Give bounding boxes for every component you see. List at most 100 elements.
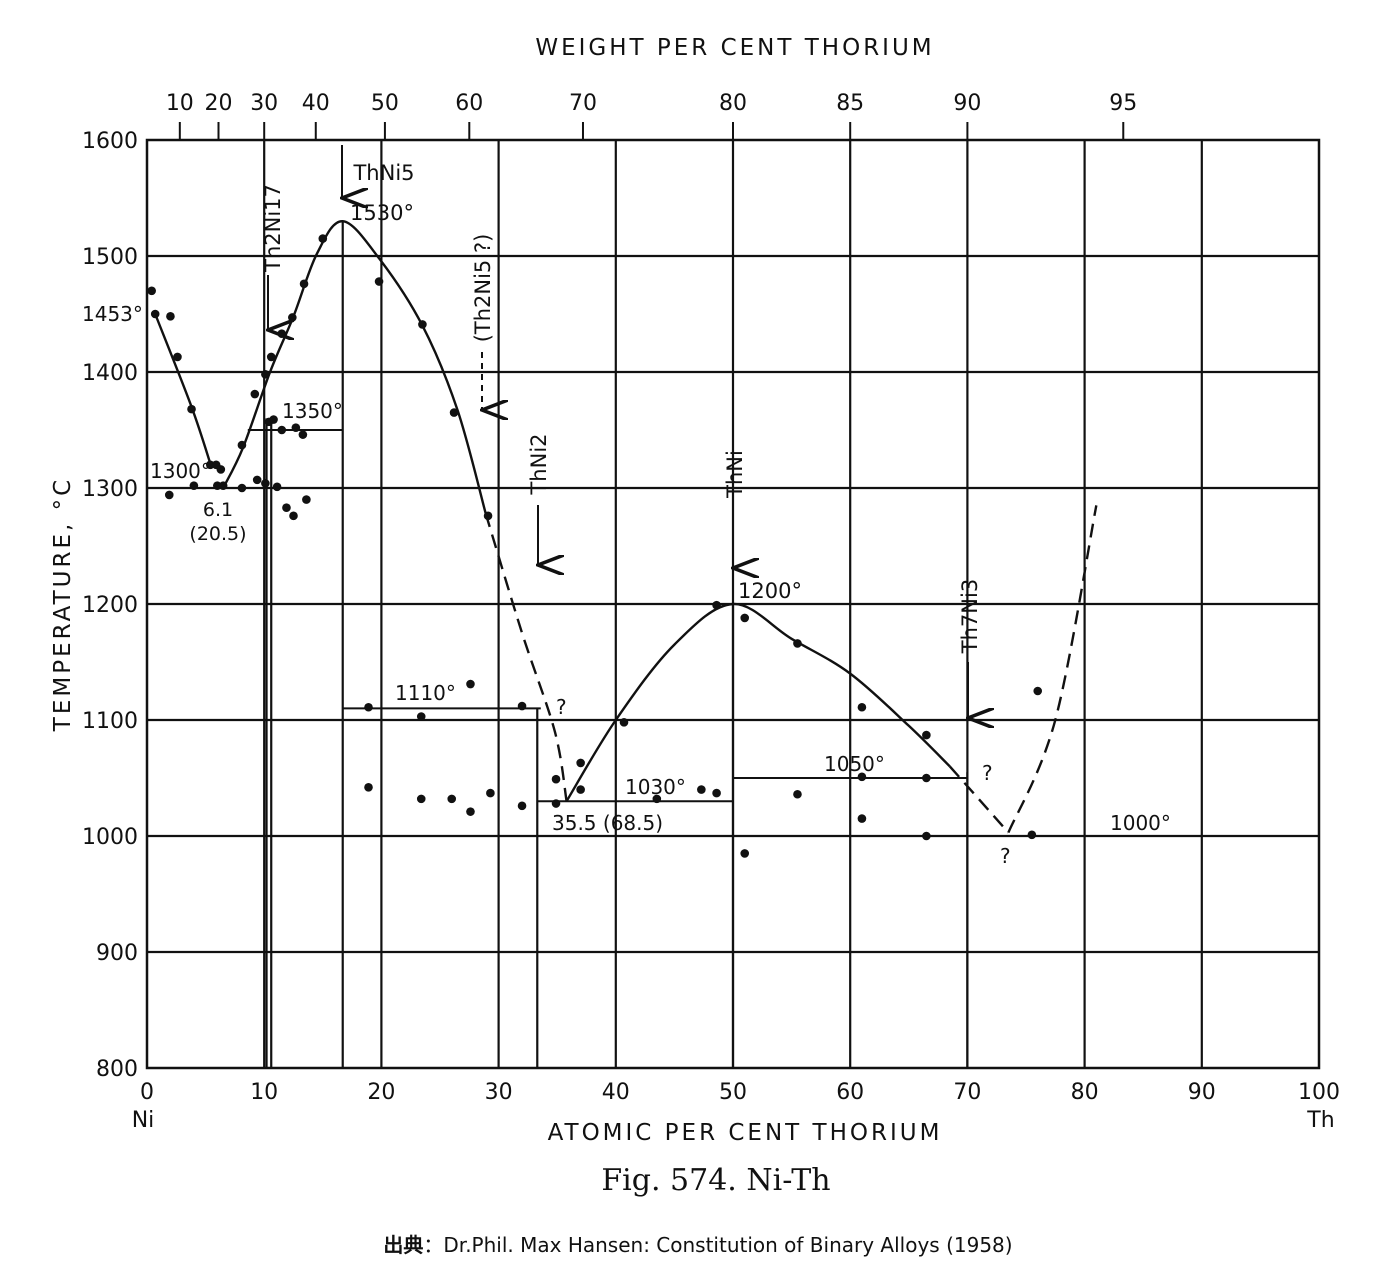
x-axis-ticks: 0 10 20 30 40 50 60 70 80 90 100 bbox=[140, 1080, 1340, 1105]
compound-lines bbox=[265, 221, 969, 1068]
data-point bbox=[793, 639, 802, 648]
x-tick-label: 40 bbox=[602, 1080, 630, 1105]
data-point bbox=[237, 483, 247, 493]
liquidus-curve-dashed bbox=[1007, 505, 1098, 833]
source-citation: 出典：Dr.Phil. Max Hansen: Constitution of … bbox=[383, 1233, 1012, 1257]
annotation-1453: 1453° bbox=[82, 302, 143, 326]
data-point bbox=[261, 479, 270, 488]
data-point bbox=[277, 425, 287, 435]
data-point bbox=[793, 789, 802, 799]
data-point bbox=[418, 320, 427, 329]
weight-tick-label: 85 bbox=[836, 91, 864, 116]
x-tick-label: 50 bbox=[719, 1080, 747, 1105]
weight-tick-label: 70 bbox=[569, 91, 597, 116]
weight-axis-ticks: 10 20 30 40 50 60 70 80 85 90 95 bbox=[166, 91, 1137, 140]
data-point bbox=[374, 277, 384, 286]
data-point bbox=[483, 511, 493, 521]
annotation-1300: 1300° bbox=[150, 459, 211, 483]
annotation-question-3: ? bbox=[1000, 844, 1011, 868]
data-point bbox=[218, 481, 228, 490]
annotation-1530: 1530° bbox=[350, 201, 414, 225]
weight-tick-label: 50 bbox=[371, 91, 399, 116]
data-point bbox=[551, 774, 561, 784]
data-point bbox=[740, 849, 750, 858]
annotation-question-1: ? bbox=[556, 695, 567, 719]
data-point bbox=[318, 234, 328, 243]
data-point bbox=[857, 702, 867, 712]
phase-label-th2ni5: (Th2Ni5 ?) bbox=[471, 234, 495, 343]
x-tick-label: 90 bbox=[1188, 1080, 1216, 1105]
weight-tick-label: 95 bbox=[1109, 91, 1137, 116]
data-point bbox=[187, 404, 196, 414]
data-point bbox=[288, 313, 297, 322]
data-point bbox=[166, 312, 175, 321]
data-point bbox=[189, 481, 199, 490]
phase-label-thni5: ThNi5 bbox=[352, 161, 414, 185]
phase-label-th2ni17: Th2Ni17 bbox=[261, 184, 285, 273]
data-point bbox=[164, 490, 174, 500]
data-point bbox=[237, 440, 247, 450]
phase-markers bbox=[268, 145, 968, 718]
data-point bbox=[298, 430, 308, 439]
y-axis-ticks: 800 900 1000 1100 1200 1300 1400 1500 1600 bbox=[82, 129, 138, 1082]
data-point bbox=[447, 794, 457, 804]
y-tick-label: 1600 bbox=[82, 129, 138, 154]
y-tick-label: 900 bbox=[96, 941, 138, 966]
data-point bbox=[857, 814, 867, 823]
x-tick-label: 70 bbox=[953, 1080, 981, 1105]
y-tick-label: 1200 bbox=[82, 593, 138, 618]
x-tick-label: 20 bbox=[367, 1080, 395, 1105]
phase-labels: Th2Ni17 ThNi5 (Th2Ni5 ?) ThNi2 ThNi Th7N… bbox=[261, 161, 982, 654]
data-point bbox=[299, 279, 309, 289]
data-point bbox=[1027, 830, 1037, 840]
liquidus-curve-dashed bbox=[948, 765, 1010, 834]
annotation-1200: 1200° bbox=[738, 579, 802, 603]
phase-label-thni2: ThNi2 bbox=[527, 433, 551, 495]
data-point bbox=[712, 600, 721, 610]
data-point bbox=[922, 773, 931, 783]
data-point bbox=[619, 718, 629, 727]
data-point bbox=[449, 408, 459, 417]
annotation-1030: 1030° bbox=[625, 775, 686, 799]
weight-tick-label: 10 bbox=[166, 91, 194, 116]
x-tick-label: 60 bbox=[836, 1080, 864, 1105]
liquidus-curve-dashed bbox=[484, 513, 568, 802]
weight-tick-label: 60 bbox=[455, 91, 483, 116]
weight-tick-label: 30 bbox=[250, 91, 278, 116]
data-point bbox=[250, 389, 260, 399]
data-point bbox=[466, 679, 475, 689]
data-point bbox=[269, 415, 278, 424]
data-point bbox=[147, 286, 156, 296]
figure-caption: Fig. 574. Ni-Th bbox=[601, 1163, 830, 1198]
annotation-question-2: ? bbox=[982, 761, 993, 785]
y-tick-label: 1400 bbox=[82, 361, 138, 386]
data-point bbox=[857, 772, 867, 782]
weight-tick-label: 40 bbox=[302, 91, 330, 116]
data-point bbox=[576, 785, 585, 794]
source-prefix: 出典 bbox=[383, 1233, 423, 1257]
x-tick-label: 0 bbox=[140, 1080, 154, 1105]
annotation-1350: 1350° bbox=[282, 399, 343, 423]
data-point bbox=[282, 503, 291, 513]
annotation-1110: 1110° bbox=[395, 681, 456, 705]
data-point bbox=[652, 794, 662, 804]
data-point bbox=[551, 799, 561, 808]
liquidus-curve bbox=[565, 602, 951, 802]
annotation-1000: 1000° bbox=[1110, 811, 1171, 835]
annotation-eutectic-comp: 6.1 bbox=[203, 499, 233, 521]
data-point bbox=[364, 782, 373, 792]
data-point bbox=[261, 370, 270, 379]
data-point bbox=[416, 712, 426, 721]
weight-tick-label: 90 bbox=[953, 91, 981, 116]
weight-tick-label: 20 bbox=[204, 91, 232, 116]
x-end-label-th: Th bbox=[1306, 1108, 1334, 1133]
weight-axis-title: WEIGHT PER CENT THORIUM bbox=[535, 35, 934, 61]
y-tick-label: 1000 bbox=[82, 825, 138, 850]
data-point bbox=[272, 482, 282, 492]
data-point bbox=[712, 788, 721, 798]
x-tick-label: 30 bbox=[485, 1080, 513, 1105]
liquidus-curve bbox=[222, 220, 487, 514]
x-end-label-ni: Ni bbox=[132, 1108, 155, 1133]
data-point bbox=[277, 329, 287, 339]
